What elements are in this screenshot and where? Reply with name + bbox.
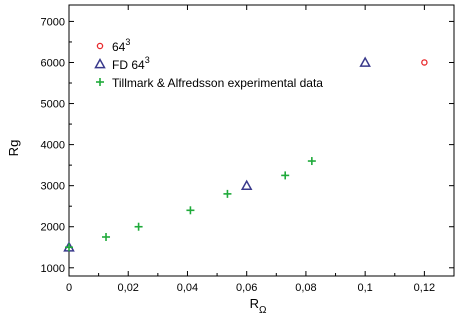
x-tick-label: 0,08 [295, 282, 316, 294]
y-tick-label: 2000 [41, 222, 65, 234]
x-tick-label: 0,02 [118, 282, 139, 294]
data-point-plus [307, 157, 316, 166]
x-axis-label-main: R [250, 296, 259, 311]
y-tick-label: 7000 [41, 16, 65, 28]
x-tick-label: 0,1 [358, 282, 373, 294]
data-point-plus [65, 243, 73, 252]
legend-label: Tillmark & Alfredsson experimental data [112, 76, 323, 90]
data-point-plus [281, 171, 290, 180]
y-tick-label: 5000 [41, 99, 65, 111]
x-axis-label: RΩ [250, 296, 267, 316]
y-tick-label: 4000 [41, 140, 65, 152]
data-point-circle [421, 59, 428, 66]
axes [68, 4, 455, 277]
x-tick-label: 0 [66, 282, 72, 294]
x-axis-label-subscript: Ω [259, 305, 267, 316]
y-axis-label: Rg [6, 140, 21, 157]
x-tick-label: 0,04 [177, 282, 198, 294]
data-point-plus [223, 189, 232, 198]
data-point-plus [186, 206, 195, 215]
x-tick-label: 0,12 [414, 282, 435, 294]
y-tick-label: 1000 [41, 263, 65, 275]
data-point-plus [102, 232, 111, 241]
data-marks [63, 56, 428, 252]
legend-label: 643 [112, 37, 130, 54]
y-tick-label: 3000 [41, 181, 65, 193]
data-point-plus [134, 222, 143, 231]
legend-marker-plus [96, 78, 104, 86]
data-point-triangle [359, 56, 371, 67]
legend-marker-circle [96, 42, 104, 50]
plot-frame [68, 4, 455, 277]
data-point-triangle [240, 179, 253, 191]
y-tick-label: 6000 [41, 57, 65, 69]
legend-label: FD 643 [112, 55, 150, 72]
x-tick-label: 0,06 [236, 282, 257, 294]
ticks: 0 0,02 0,04 0,06 0,08 0,1 0,12 1000 2000 3000 4000… [41, 5, 454, 294]
legend-marker-triangle [94, 57, 106, 69]
